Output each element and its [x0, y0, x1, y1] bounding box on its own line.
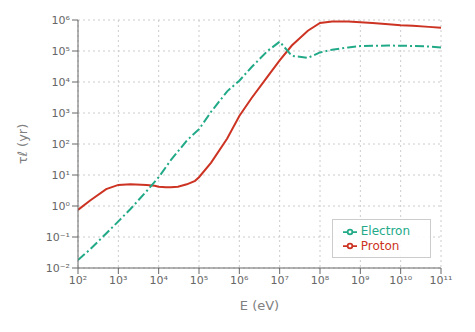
svg-text:10⁶: 10⁶ — [230, 274, 249, 287]
svg-text:10⁸: 10⁸ — [311, 274, 330, 287]
svg-text:10⁻¹: 10⁻¹ — [46, 231, 70, 244]
svg-text:10¹¹: 10¹¹ — [430, 274, 453, 287]
html-text:Electron: Electron — [360, 224, 410, 238]
svg-text:τℓ (yr): τℓ (yr) — [15, 124, 30, 165]
svg-text:10⁵: 10⁵ — [52, 45, 70, 58]
svg-text:10⁴: 10⁴ — [52, 76, 71, 89]
svg-text:E (eV): E (eV) — [240, 298, 279, 313]
svg-text:10⁵: 10⁵ — [190, 274, 208, 287]
svg-text:10²: 10² — [69, 274, 87, 287]
svg-text:10¹⁰: 10¹⁰ — [389, 274, 412, 287]
html-text:Proton: Proton — [360, 238, 400, 253]
svg-text:10²: 10² — [52, 138, 70, 151]
svg-text:10⁷: 10⁷ — [270, 274, 288, 287]
svg-text:10¹: 10¹ — [52, 169, 70, 182]
svg-text:10⁶: 10⁶ — [52, 14, 71, 27]
svg-text:10⁻²: 10⁻² — [46, 262, 70, 275]
svg-text:10⁰: 10⁰ — [52, 200, 71, 213]
svg-text:10⁹: 10⁹ — [351, 274, 369, 287]
svg-text:10³: 10³ — [109, 274, 127, 287]
svg-text:10⁴: 10⁴ — [149, 274, 168, 287]
svg-text:10³: 10³ — [52, 107, 70, 120]
